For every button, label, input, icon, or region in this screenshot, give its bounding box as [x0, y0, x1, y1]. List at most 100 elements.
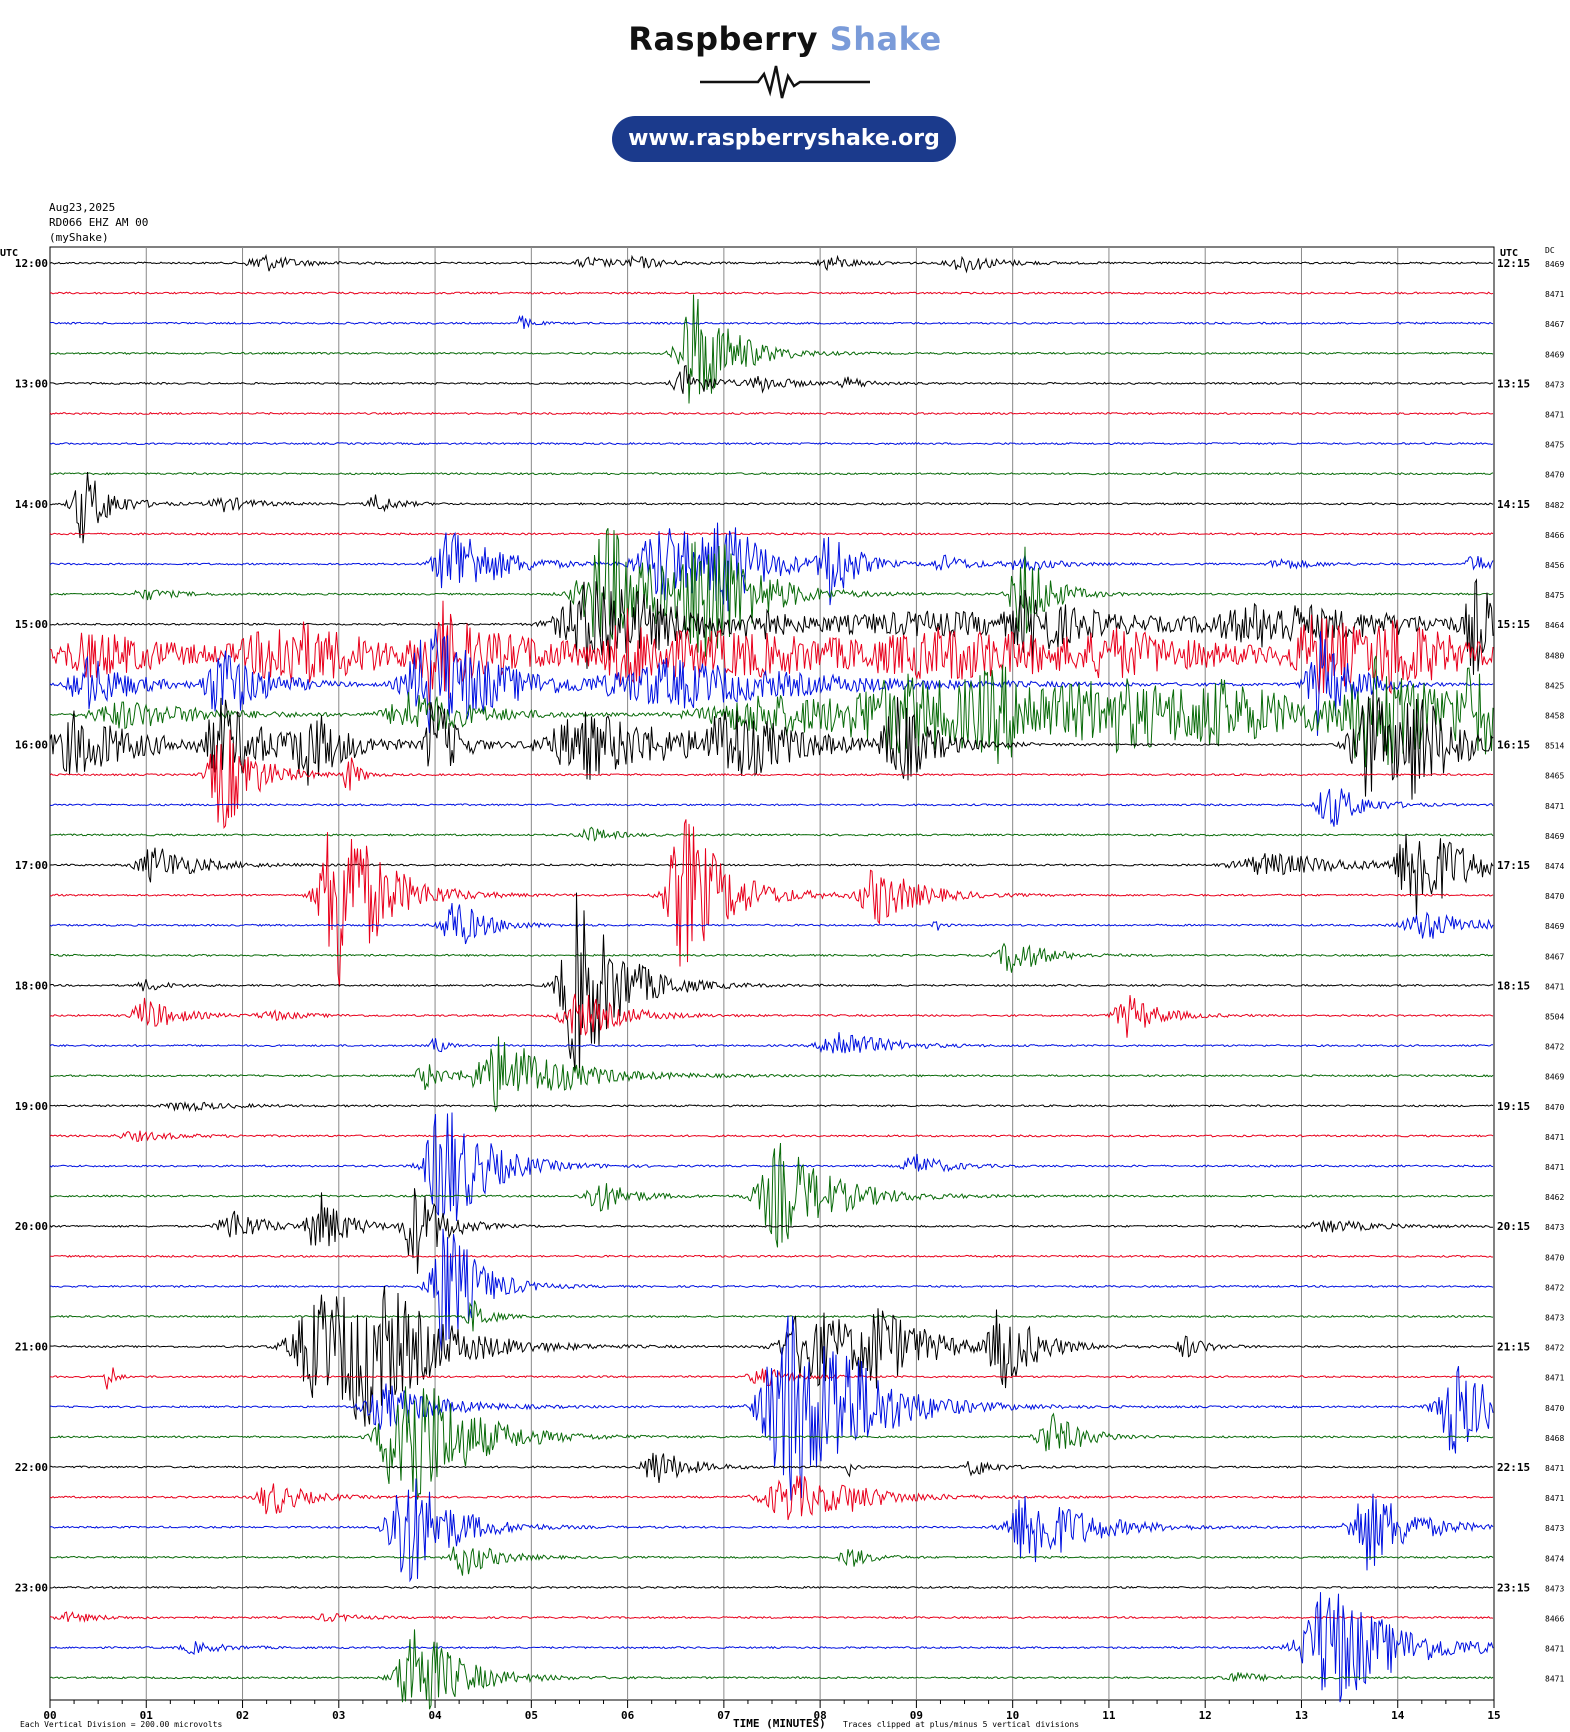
seismic-trace	[49, 441, 1494, 446]
seismic-trace	[49, 1386, 1494, 1500]
left-hour-label: 22:00	[15, 1461, 48, 1474]
dc-offset-label: 8471	[1545, 1133, 1564, 1142]
left-hour-label: 23:00	[15, 1581, 48, 1594]
x-tick-label: 12	[1199, 1709, 1212, 1722]
left-hour-label: 14:00	[15, 498, 48, 511]
dc-offset-label: 8472	[1545, 1043, 1564, 1052]
left-hour-label: 18:00	[15, 979, 48, 992]
dc-offset-label: 8471	[1545, 1494, 1564, 1503]
left-hour-label: 16:00	[15, 739, 48, 752]
x-axis-label: TIME (MINUTES)	[733, 1717, 826, 1730]
seismic-trace	[49, 600, 1494, 711]
seismic-trace	[49, 527, 1494, 657]
x-tick-label: 05	[525, 1709, 538, 1722]
left-hour-label: 20:00	[15, 1220, 48, 1233]
seismic-trace	[49, 655, 1494, 768]
dc-offset-label: 8458	[1545, 712, 1564, 721]
seismic-trace	[50, 1228, 1494, 1352]
dc-offset-label: 8466	[1545, 531, 1564, 540]
seismic-wave-icon	[700, 65, 870, 99]
seismic-trace	[49, 291, 1494, 295]
x-tick-label: 10	[1006, 1709, 1019, 1722]
x-tick-label: 01	[140, 1709, 154, 1722]
dc-offset-label: 8471	[1545, 411, 1564, 420]
seismic-trace	[49, 1478, 1494, 1583]
seismic-trace	[49, 1546, 1494, 1576]
left-hour-label: 15:00	[15, 618, 48, 631]
dc-offset-label: 8472	[1545, 1344, 1564, 1353]
dc-offset-label: 8514	[1545, 742, 1564, 751]
right-hour-label: 17:15	[1497, 859, 1530, 872]
seismic-trace	[49, 522, 1494, 612]
seismic-trace	[49, 1452, 1494, 1484]
dc-offset-label: 8473	[1545, 1314, 1564, 1323]
dc-offset-label: 8471	[1545, 1163, 1564, 1172]
seismic-trace	[49, 1100, 1494, 1113]
website-link[interactable]: www.raspberryshake.org	[612, 116, 956, 162]
right-axis-label: UTC	[1500, 248, 1518, 259]
dc-offset-label: 8467	[1545, 952, 1564, 961]
seismic-trace	[49, 1475, 1494, 1521]
seismic-trace	[49, 1315, 1494, 1501]
seismic-trace	[49, 1592, 1494, 1703]
seismic-trace	[49, 942, 1494, 973]
seismic-trace	[49, 1036, 1494, 1113]
seismic-trace	[49, 1285, 1494, 1427]
right-hour-label: 12:15	[1497, 257, 1530, 270]
plot-frame	[49, 246, 1495, 1701]
brand-logo: Raspberry Shake	[0, 20, 1570, 58]
seismic-trace	[49, 902, 1494, 945]
right-hour-label: 22:15	[1497, 1461, 1530, 1474]
x-tick-label: 08	[814, 1709, 827, 1722]
dc-offset-label: 8473	[1545, 1524, 1564, 1533]
x-tick-label: 15	[1487, 1709, 1500, 1722]
dc-offset-label: 8456	[1545, 561, 1564, 570]
seismic-trace	[49, 1130, 1494, 1142]
dc-offset-label: 8425	[1545, 681, 1564, 690]
left-hour-label: 17:00	[15, 859, 48, 872]
right-hour-label: 15:15	[1497, 618, 1530, 631]
dc-offset-label: 8471	[1545, 1464, 1564, 1473]
dc-offset-label: 8466	[1545, 1615, 1564, 1624]
dc-offset-label: 8474	[1545, 862, 1564, 871]
x-tick-label: 04	[428, 1709, 442, 1722]
seismic-trace	[49, 1585, 1494, 1590]
seismic-trace	[49, 1112, 1494, 1221]
dc-offset-label: 8467	[1545, 320, 1564, 329]
dc-offset-label: 8468	[1545, 1434, 1564, 1443]
dc-offset-label: 8469	[1545, 922, 1564, 931]
record-date: Aug23,2025	[49, 201, 116, 214]
left-hour-label: 13:00	[15, 377, 48, 390]
dc-offset-label: 8480	[1545, 651, 1564, 660]
right-hour-label: 23:15	[1497, 1581, 1530, 1594]
dc-offset-label: 8473	[1545, 1584, 1564, 1593]
right-hour-label: 21:15	[1497, 1341, 1530, 1354]
x-tick-label: 02	[236, 1709, 249, 1722]
x-tick-label: 14	[1391, 1709, 1405, 1722]
vertical-scale-note: Each Vertical Division = 200.00 microvol…	[20, 1720, 222, 1729]
seismic-trace	[49, 294, 1494, 404]
dc-offset-label: 8471	[1545, 1645, 1564, 1654]
seismic-trace	[49, 1300, 1494, 1332]
seismic-trace	[49, 788, 1494, 827]
left-hour-label: 21:00	[15, 1341, 48, 1354]
dc-offset-label: 8482	[1545, 501, 1564, 510]
dc-offset-label: 8469	[1545, 260, 1564, 269]
dc-offset-label: 8469	[1545, 1073, 1564, 1082]
seismic-trace	[49, 471, 1494, 544]
seismic-trace	[49, 628, 1494, 736]
dc-offset-label: 8504	[1545, 1013, 1564, 1022]
x-tick-label: 09	[910, 1709, 923, 1722]
dc-offset-label: 8473	[1545, 380, 1564, 389]
left-hour-label: 12:00	[15, 257, 48, 270]
seismic-trace	[49, 993, 1494, 1038]
dc-offset-label: 8475	[1545, 441, 1564, 450]
dc-column-label: DC	[1545, 246, 1555, 255]
seismic-trace	[49, 1188, 1493, 1274]
dc-offset-label: 8471	[1545, 802, 1564, 811]
right-hour-label: 20:15	[1497, 1220, 1530, 1233]
seismic-trace	[49, 692, 1494, 800]
station-code: RD066 EHZ AM 00	[49, 216, 149, 229]
right-hour-label: 19:15	[1497, 1100, 1530, 1113]
